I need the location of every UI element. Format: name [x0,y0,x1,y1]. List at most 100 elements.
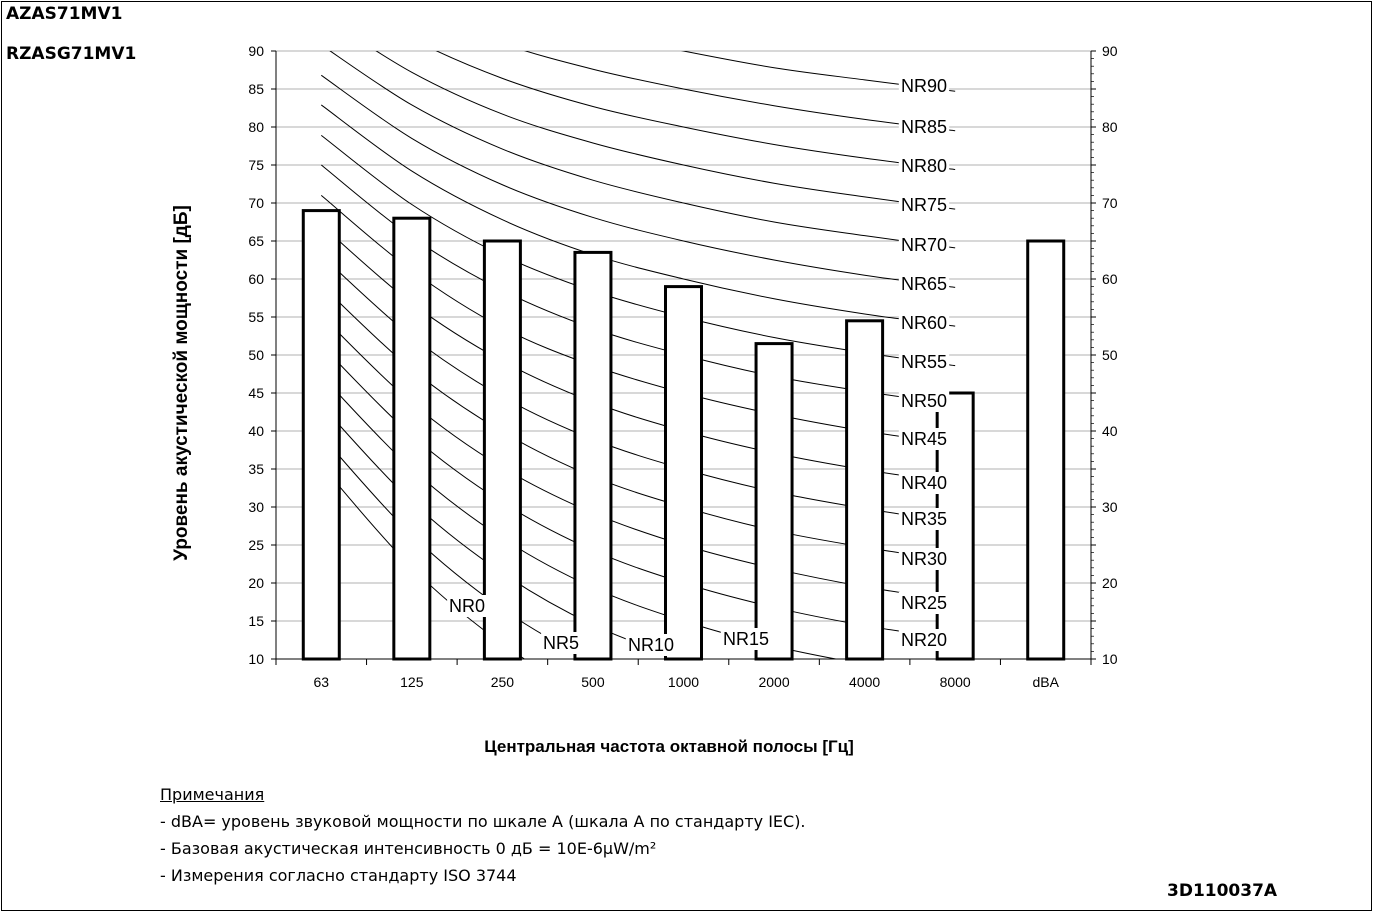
nr-label-bg [898,116,950,138]
nr-label-nr55: NR55 [901,352,947,372]
chart-axes: 10 10 15 20 20 25 30 30 35 40 40 45 50 50 55 60 60 65 70 70… [248,43,1117,690]
document-code: 3D110037A [1167,881,1278,901]
bar-dBA [1026,239,1066,661]
model-code-outdoor: RZASG71MV1 [6,44,137,64]
nr-label-nr40: NR40 [901,473,947,493]
nr-label-bg [898,592,950,614]
nr-curve-nr90 [680,51,956,92]
x-tick-label: 500 [581,674,605,690]
bar-125 [392,216,432,661]
nr-label-bg [898,312,950,334]
y-tick-label-left: 85 [248,81,264,97]
nr-label-nr5: NR5 [543,633,579,653]
x-axis-label: Центральная частота октавной полосы [Гц] [484,737,854,756]
bar-1000 [664,285,703,661]
nr-curve-nr80 [435,51,956,171]
nr-label-bg [898,351,950,373]
y-tick-label-right: 40 [1102,423,1118,439]
x-tick-label: 8000 [940,674,971,690]
y-tick-label-right: 80 [1102,119,1118,135]
x-tick-label: 250 [491,674,515,690]
y-tick-label-left: 15 [248,613,264,629]
y-tick-label-right: 10 [1102,651,1118,667]
nr-label-bg [898,428,950,450]
y-tick-label-left: 45 [248,385,264,401]
y-axis-label: Уровень акустической мощности [дБ] [171,205,192,561]
bar-250 [482,239,522,661]
x-tick-label: 1000 [668,674,699,690]
model-code-indoor: AZAS71MV1 [6,4,123,24]
nr-label-nr65: NR65 [901,274,947,294]
nr-label-bg [898,75,950,97]
nr-curve-nr75 [375,51,956,210]
nr-label-bg [898,234,950,256]
nr-label-nr0: NR0 [449,596,485,616]
y-tick-label-left: 10 [248,651,264,667]
nr-label-bg [625,634,677,656]
nr-curve-nr70 [329,51,956,249]
bar-2000 [754,342,794,661]
y-tick-label-right: 60 [1102,271,1118,287]
nr-label-nr25: NR25 [901,593,947,613]
nr-label-nr85: NR85 [901,117,947,137]
y-tick-label-right: 50 [1102,347,1118,363]
notes-section: Примечания - dBA= уровень звуковой мощно… [160,781,806,889]
nr-curve-nr85 [524,51,956,132]
y-tick-label-right: 90 [1102,43,1118,59]
nr-curve-nr60 [320,104,956,327]
nr-label-bg [898,273,950,295]
nr-label-nr90: NR90 [901,76,947,96]
bar-4000 [845,319,885,661]
nr-label-nr75: NR75 [901,195,947,215]
y-tick-label-left: 50 [248,347,264,363]
nr-label-bg [447,595,487,617]
x-tick-label: dBA [1032,674,1059,690]
y-tick-label-left: 75 [248,157,264,173]
y-tick-label-left: 90 [248,43,264,59]
note-item: - dBA= уровень звуковой мощности по шкал… [160,812,806,831]
nr-label-nr60: NR60 [901,313,947,333]
y-tick-label-right: 30 [1102,499,1118,515]
nr-label-nr50: NR50 [901,391,947,411]
nr-curve-nr65 [320,74,956,288]
y-tick-label-left: 30 [248,499,264,515]
y-tick-label-left: 70 [248,195,264,211]
nr-label-nr30: NR30 [901,549,947,569]
nr-label-nr70: NR70 [901,235,947,255]
nr-label-bg [898,390,950,412]
y-tick-label-left: 40 [248,423,264,439]
y-tick-label-left: 55 [248,309,264,325]
nr-label-nr35: NR35 [901,509,947,529]
y-tick-label-left: 60 [248,271,264,287]
x-tick-label: 63 [313,674,329,690]
nr-label-bg [898,472,950,494]
nr-label-bg [898,155,950,177]
nr-label-nr15: NR15 [723,629,769,649]
bars [301,209,1066,661]
notes-title: Примечания [160,785,265,804]
nr-label-nr20: NR20 [901,630,947,650]
y-tick-label-left: 80 [248,119,264,135]
nr-label-bg [898,508,950,530]
y-tick-label-left: 35 [248,461,264,477]
y-tick-label-left: 25 [248,537,264,553]
y-tick-label-left: 20 [248,575,264,591]
nr-label-bg [898,194,950,216]
x-tick-label: 2000 [758,674,789,690]
bar-500 [573,250,613,661]
x-tick-label: 4000 [849,674,880,690]
y-tick-label-right: 70 [1102,195,1118,211]
note-item: - Базовая акустическая интенсивность 0 д… [160,839,657,858]
nr-label-nr80: NR80 [901,156,947,176]
nr-label-bg [898,629,950,651]
y-tick-label-left: 65 [248,233,264,249]
sound-power-chart: 10 10 15 20 20 25 30 30 35 40 40 45 50 50 55 60 60 65 70 70… [171,43,1118,756]
nr-curve-labels: NR0 NR5 NR10 NR15 NR20 NR25 NR30 NR35 NR40 NR45 NR… [447,75,950,656]
nr-label-bg [720,628,772,650]
x-tick-label: 125 [400,674,424,690]
bar-63 [301,209,341,661]
nr-label-bg [898,548,950,570]
note-item: - Измерения согласно стандарту ISO 3744 [160,866,517,885]
nr-label-nr45: NR45 [901,429,947,449]
nr-label-bg [541,632,581,654]
